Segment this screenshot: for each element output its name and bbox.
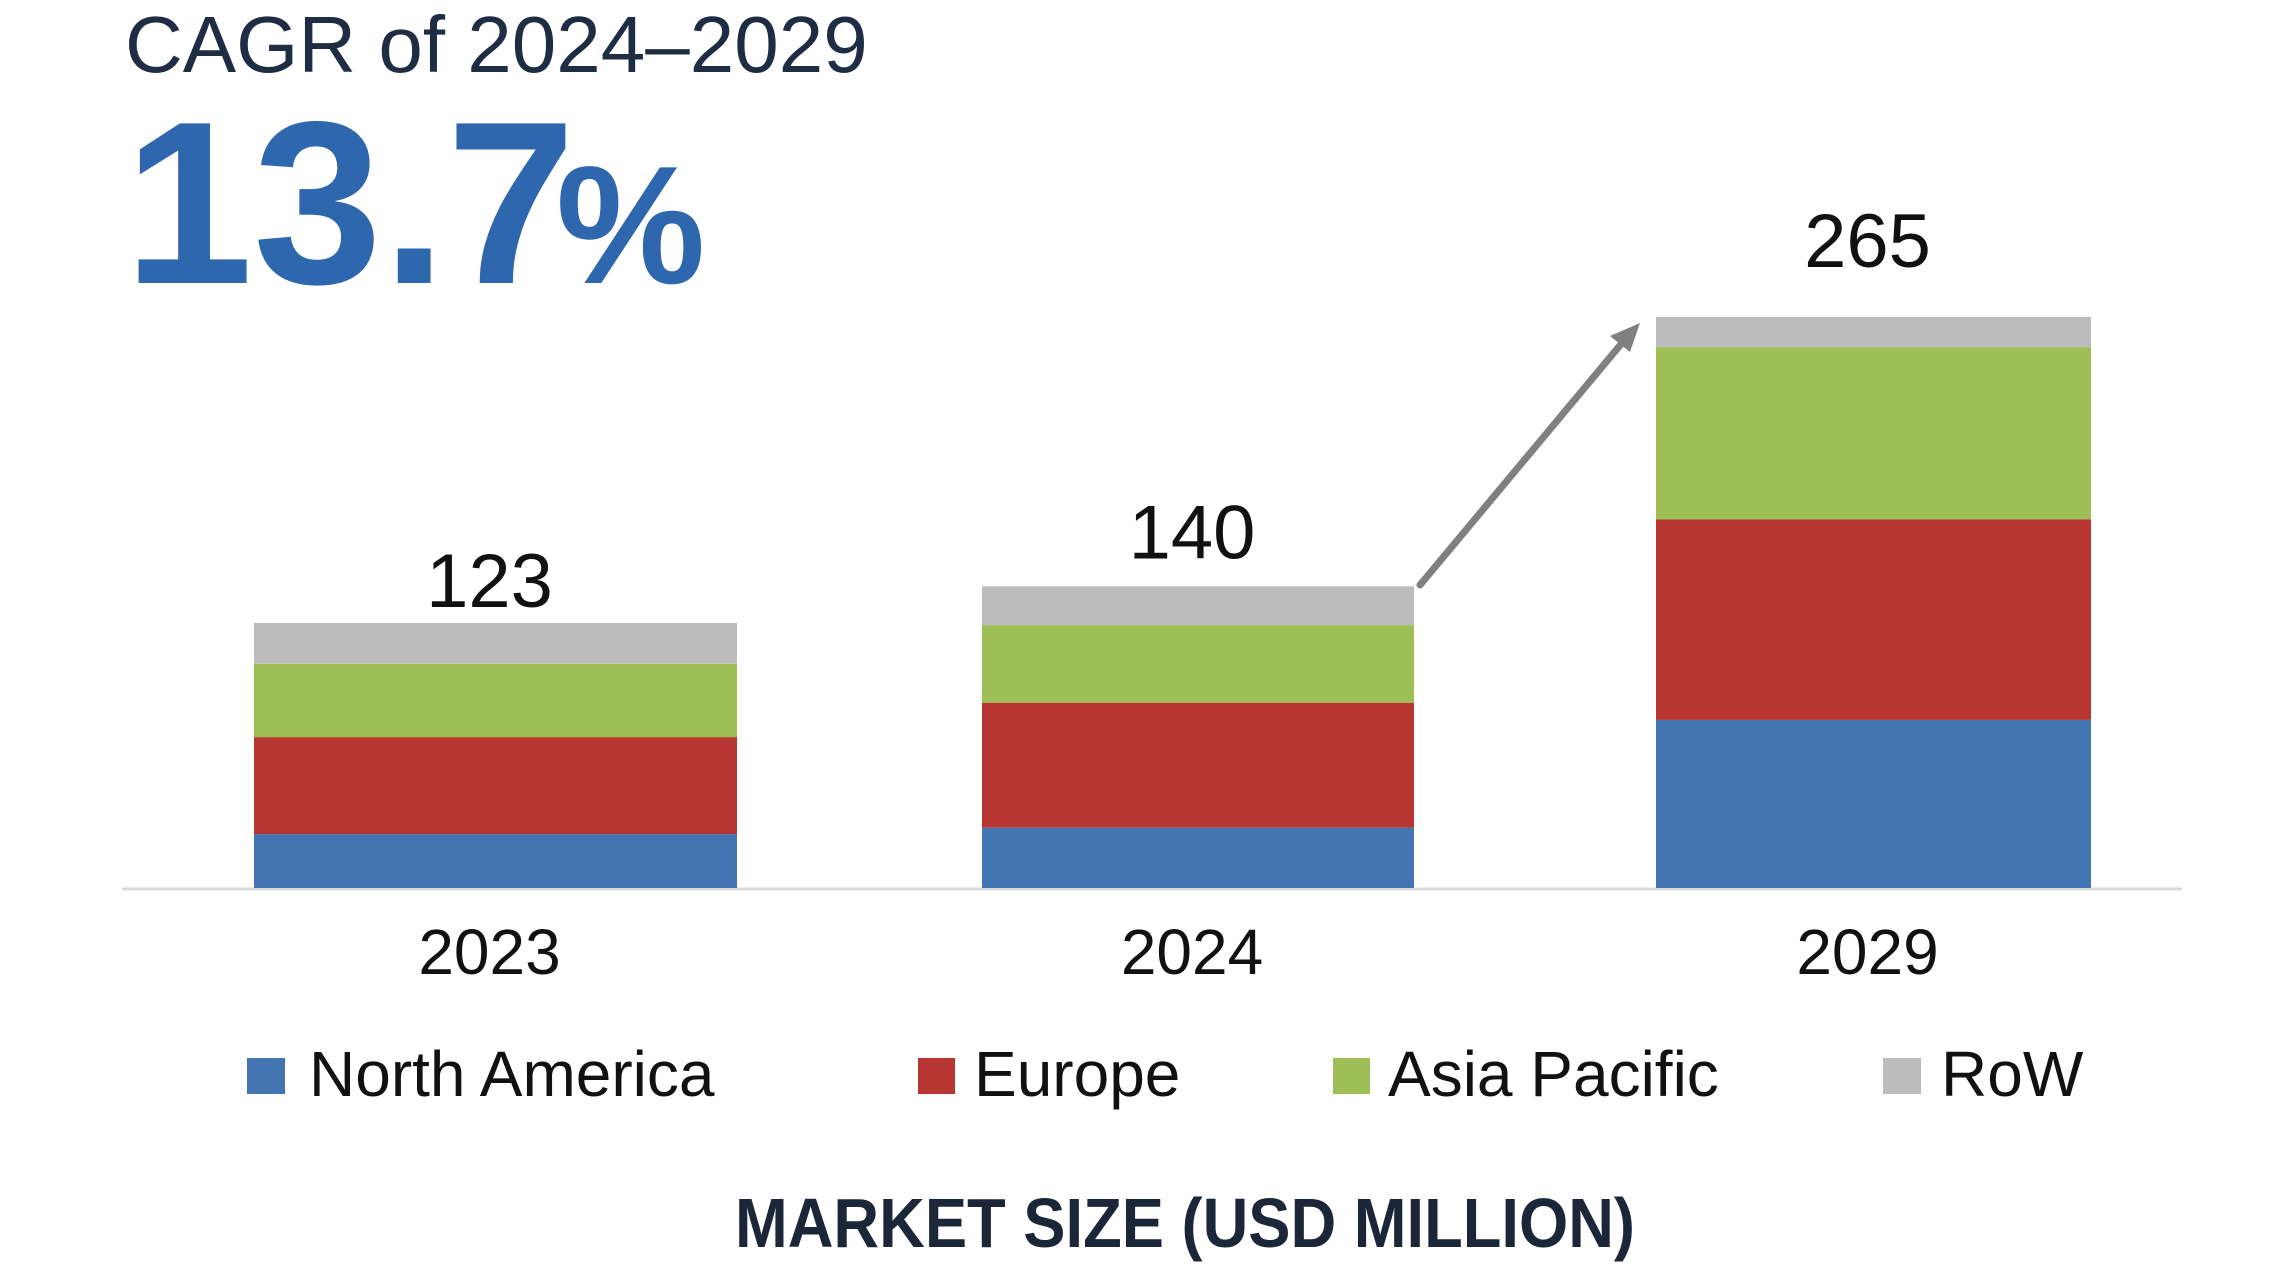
bar-segment-2029-asia-pacific [1656,347,2091,520]
total-label-2023: 123 [426,539,553,624]
bars-group [254,316,2091,888]
growth-arrow-icon [1416,323,1640,589]
bar-segment-2024-row [982,586,1414,626]
bar-segment-2029-europe [1656,519,2091,720]
bar-segment-2024-north-america [982,827,1414,888]
legend-label-row: RoW [1941,1038,2084,1110]
x-tick-label-2024: 2024 [1121,916,1263,988]
legend-label-asia-pacific: Asia Pacific [1388,1038,1719,1110]
legend-swatch-row [1883,1058,1921,1094]
bar-segment-2029-row [1656,316,2091,348]
bar-segment-2023-asia-pacific [254,663,737,738]
bar-segment-2029-north-america [1656,719,2091,888]
legend-swatch-asia-pacific [1333,1058,1370,1094]
legend-label-europe: Europe [974,1038,1180,1110]
bar-segment-2024-europe [982,702,1414,828]
bar-segment-2023-north-america [254,834,737,888]
total-label-2029: 265 [1804,199,1931,284]
bar-segment-2023-row [254,622,737,664]
legend-swatch-north-america [247,1058,285,1094]
total-label-2024: 140 [1129,490,1256,575]
chart-title: CAGR of 2024–2029 [125,0,868,89]
cagr-unit: % [556,131,705,319]
bar-segment-2024-asia-pacific [982,625,1414,703]
legend-swatch-europe [918,1058,955,1094]
cagr-value: 13.7 [124,74,576,333]
legend-label-north-america: North America [309,1038,715,1110]
x-axis-title: MARKET SIZE (USD MILLION) [735,1184,1635,1262]
bar-segment-2023-europe [254,737,737,835]
x-tick-label-2023: 2023 [418,916,560,988]
x-tick-label-2029: 2029 [1796,916,1938,988]
legend: North America Europe Asia Pacific RoW [247,1038,2084,1110]
